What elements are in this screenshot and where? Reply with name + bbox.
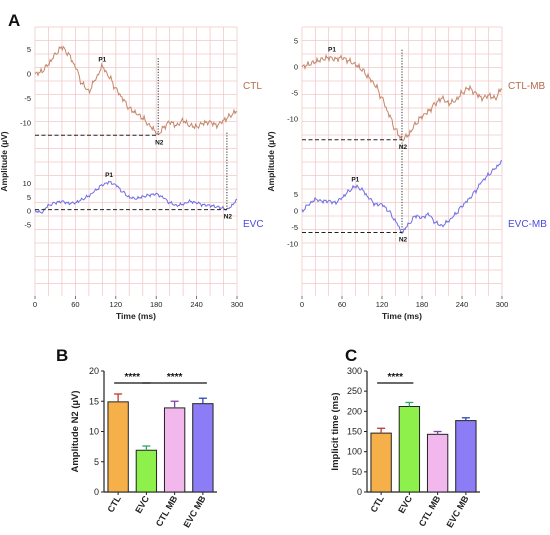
x-tick-label: 60: [338, 300, 346, 309]
category-label: CTL MB: [417, 494, 443, 529]
y-tick-label: 200: [347, 406, 362, 416]
x-tick-label: 120: [110, 300, 123, 309]
bar: [163, 407, 186, 493]
trace-ctl: [34, 45, 238, 136]
x-tick-label: 120: [376, 300, 389, 309]
series-label: CTL: [243, 81, 262, 92]
x-tick-label: 0: [33, 300, 37, 309]
significance-label: ****: [167, 372, 183, 383]
y-tick-label: 5: [294, 37, 298, 46]
y-axis-label: Implicit time (ms): [330, 392, 341, 470]
bar: [370, 432, 392, 493]
series-label: EVC: [243, 219, 264, 230]
x-tick-label: 60: [71, 300, 79, 309]
y-tick-label: 0: [357, 487, 362, 497]
trace-panel-right: 0 60 120 180 240 300 Time (ms) Amplitude (µV) 5 0…: [266, 26, 547, 321]
y-tick-label: 5: [27, 45, 31, 54]
y-tick-label: 5: [294, 190, 298, 199]
y-tick-label: -5: [24, 94, 31, 103]
y-tick-label: 50: [352, 467, 362, 477]
peak-label-n2: N2: [155, 139, 164, 146]
x-tick-label: 240: [190, 300, 203, 309]
y-tick-label: -5: [291, 89, 298, 98]
x-tick-label: 300: [496, 300, 509, 309]
x-tick-label: 180: [416, 300, 429, 309]
category-label: EVC: [396, 494, 414, 515]
peak-label-n2: N2: [399, 144, 408, 151]
peak-label-p1: P1: [351, 176, 359, 183]
category-label: EVC MB: [444, 494, 470, 530]
y-tick-label: -10: [287, 115, 298, 124]
y-axis-label: Amplitude N2 (µV): [70, 390, 81, 472]
x-tick-label: 240: [456, 300, 469, 309]
y-tick-label: 150: [347, 427, 362, 437]
category-label: CTL: [368, 494, 386, 515]
y-tick-label: -10: [287, 240, 298, 249]
y-axis-label: Amplitude (µV): [0, 131, 9, 191]
trace-evc: [34, 180, 238, 214]
y-tick-label: -5: [291, 223, 298, 232]
series-label: EVC-MB: [508, 219, 547, 230]
y-axis-label: Amplitude (µV): [266, 131, 276, 191]
significance-label: ****: [124, 372, 140, 383]
bar: [192, 403, 214, 493]
trace-panel-left: 0 60 120 180 240 300 Time (ms) Amplitude (µV) 5 0…: [0, 26, 264, 321]
bar-chart-b: 0 5 10 15 20 Amplitude N2 (µV) CTL EVC CTL MB EVC…: [70, 366, 217, 529]
bar: [135, 449, 158, 493]
y-tick-label: 0: [27, 70, 31, 79]
x-tick-label: 0: [300, 300, 304, 309]
trace-ctl-mb: [301, 53, 503, 142]
y-tick-label: 100: [347, 447, 362, 457]
y-tick-label: 0: [294, 63, 298, 72]
panel-letter-c: C: [345, 346, 357, 365]
category-label: EVC: [133, 494, 151, 515]
y-tick-label: 300: [347, 366, 362, 376]
peak-label-p1: P1: [328, 47, 336, 54]
y-tick-label: -10: [20, 119, 31, 128]
category-label: CTL: [105, 494, 123, 515]
bar: [107, 401, 129, 493]
y-tick-label: 0: [294, 207, 298, 216]
y-tick-label: 0: [27, 207, 31, 216]
peak-label-p1: P1: [98, 57, 106, 64]
peak-label-p1: P1: [105, 172, 113, 179]
panel-letter-b: B: [56, 346, 68, 365]
bar: [426, 433, 449, 493]
x-tick-label: 300: [231, 300, 244, 309]
x-tick-label: 180: [150, 300, 163, 309]
y-tick-label: 10: [89, 427, 99, 437]
category-label: EVC MB: [181, 494, 207, 530]
bar: [398, 405, 421, 493]
panel-letter-a: A: [8, 11, 20, 30]
y-tick-label: 250: [347, 386, 362, 396]
series-label: CTL-MB: [508, 81, 546, 92]
y-tick-label: 20: [89, 366, 99, 376]
y-tick-label: 15: [89, 396, 99, 406]
y-tick-label: 0: [94, 487, 99, 497]
y-tick-label: 5: [94, 457, 99, 467]
peak-label-n2: N2: [224, 214, 233, 221]
bar-chart-c: 0 50 100 150 200 250 300 Implicit time (ms) CTL E…: [330, 366, 480, 529]
trace-evc-mb: [301, 160, 503, 234]
y-tick-label: 5: [27, 193, 31, 202]
peak-label-n2: N2: [399, 236, 408, 243]
significance-label: ****: [387, 372, 403, 383]
bar: [455, 420, 477, 493]
y-tick-label: 10: [23, 179, 31, 188]
y-tick-label: -5: [24, 220, 31, 229]
category-label: CTL MB: [154, 494, 180, 529]
x-axis-label: Time (ms): [382, 311, 422, 321]
x-axis-label: Time (ms): [116, 311, 156, 321]
